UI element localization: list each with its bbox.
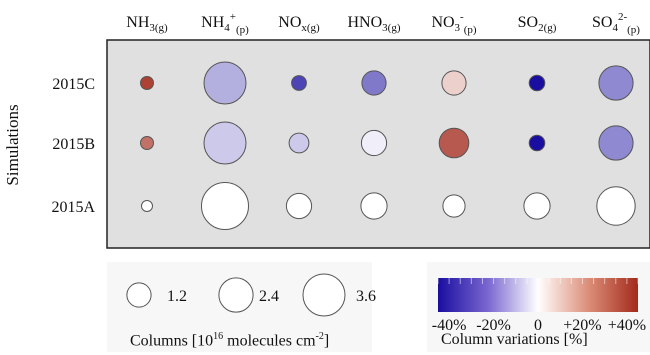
row-label: 2015C	[52, 76, 95, 93]
bubble	[201, 182, 249, 230]
size-legend-label: 2.4	[259, 288, 279, 305]
bubble	[203, 61, 247, 105]
color-legend-title: Column variations [%]	[441, 331, 588, 348]
colorbar-tick-label: -20%	[476, 317, 511, 334]
bubble	[140, 76, 154, 90]
size-legend: 1.2 2.4 3.6	[126, 273, 376, 317]
colorbar-tick-label: +20%	[563, 317, 601, 334]
column-header: SO42-(p)	[592, 11, 640, 36]
bubble	[360, 129, 388, 157]
bubble	[360, 192, 388, 220]
colorbar-tick-label: -40%	[432, 317, 467, 334]
size-legend-circle	[218, 277, 254, 313]
column-header: SO2(g)	[518, 14, 557, 34]
bubble	[285, 192, 313, 220]
bubble	[441, 70, 467, 96]
colorbar-tick-label: 0	[534, 317, 542, 334]
bubbles	[140, 61, 636, 230]
column-header: NH4+(p)	[201, 11, 249, 36]
row-label: 2015A	[51, 199, 95, 216]
y-axis-label: Simulations	[3, 104, 22, 185]
size-legend-label: 1.2	[167, 288, 187, 305]
column-header: HNO3(g)	[348, 14, 401, 34]
bubble	[528, 74, 546, 92]
column-header: NOx(g)	[278, 14, 320, 34]
bubble	[596, 186, 636, 226]
bubble	[523, 192, 551, 220]
bubble	[598, 125, 634, 161]
column-headers: NH3(g) NH4+(p) NOx(g) HNO3(g) NO3-(p) SO2(g) S…	[126, 11, 640, 36]
row-label: 2015B	[52, 136, 95, 153]
bubble	[598, 65, 634, 101]
colorbar-tick-label: +40%	[608, 317, 646, 334]
size-legend-circle	[126, 282, 152, 308]
bubble	[288, 132, 310, 154]
bubble	[203, 121, 247, 165]
row-labels: 2015C 2015B 2015A	[51, 76, 95, 216]
bubble	[438, 127, 470, 159]
colorbar-ticks: -40% -20% 0 +20% +40%	[432, 278, 646, 334]
column-header: NO3-(p)	[431, 11, 476, 36]
bubble	[361, 70, 387, 96]
bubble	[442, 194, 466, 218]
size-legend-circle	[302, 273, 346, 317]
size-legend-title: Columns [1016 molecules cm-2]	[130, 331, 330, 350]
bubble	[141, 200, 153, 212]
column-header: NH3(g)	[126, 14, 168, 34]
bubble	[528, 134, 546, 152]
bubble	[291, 75, 307, 91]
size-legend-label: 3.6	[356, 288, 376, 305]
bubble	[140, 136, 154, 150]
